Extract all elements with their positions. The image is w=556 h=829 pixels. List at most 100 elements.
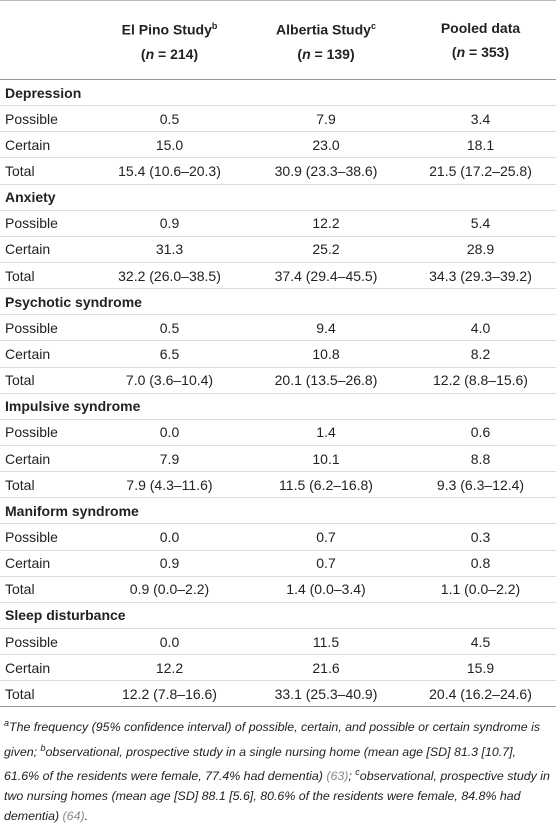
data-cell: 12.2 <box>312 215 340 232</box>
data-cell: 23.0 <box>312 136 340 153</box>
data-cell: 7.9 <box>316 110 336 127</box>
data-cell: 20.1 (13.5–26.8) <box>274 372 378 389</box>
data-cell: 11.5 <box>312 633 340 650</box>
section-title: Depression <box>5 84 82 101</box>
sample-size: = 353) <box>465 44 510 60</box>
data-cell: 25.2 <box>312 241 340 258</box>
table-header: El Pino Studyb (n = 214) Albertia Studyc (n… <box>0 0 556 80</box>
data-cell: 12.2 (7.8–16.6) <box>122 685 217 702</box>
data-cell: 30.9 (23.3–38.6) <box>274 162 378 179</box>
data-cell: 0.7 <box>316 555 336 572</box>
section-row: Anxiety <box>0 184 556 211</box>
data-cell: 34.3 (29.3–39.2) <box>429 267 532 284</box>
data-row: Possible 0.0 1.4 0.6 <box>0 419 556 446</box>
row-label: Total <box>5 162 35 179</box>
data-cell: 5.4 <box>470 215 491 232</box>
data-row: Total 15.4 (10.6–20.3) 30.9 (23.3–38.6) 21.… <box>0 158 556 185</box>
reference: (64) <box>62 808 85 823</box>
row-label: Possible <box>5 110 58 127</box>
data-row: Possible 0.5 7.9 3.4 <box>0 106 556 132</box>
data-cell: 9.4 <box>316 319 336 336</box>
data-cell: 7.0 (3.6–10.4) <box>125 372 214 389</box>
footnote-text: observational, prospective study in a si… <box>4 744 516 783</box>
data-cell: 0.7 <box>316 528 336 545</box>
data-cell: 20.4 (16.2–24.6) <box>429 685 532 702</box>
data-table: El Pino Studyb (n = 214) Albertia Studyc (n… <box>0 0 556 707</box>
column-header: Albertia Studyc (n = 139) <box>247 1 405 80</box>
data-cell: 9.3 (6.3–12.4) <box>436 476 525 493</box>
sample-size: = 214) <box>154 45 199 62</box>
data-row: Possible 0.9 12.2 5.4 <box>0 210 556 237</box>
data-cell: 0.9 (0.0–2.2) <box>129 581 210 598</box>
data-cell: 1.4 (0.0–3.4) <box>286 581 366 598</box>
footnote-text: ; <box>348 768 356 783</box>
data-cell: 0.0 <box>159 424 180 441</box>
data-cell: 18.1 <box>466 136 495 153</box>
data-cell: 0.8 <box>470 555 491 572</box>
row-label: Certain <box>5 659 51 676</box>
data-cell: 28.9 <box>466 241 495 258</box>
data-row: Certain 7.9 10.1 8.8 <box>0 445 556 472</box>
data-row: Certain 31.3 25.2 28.9 <box>0 236 556 263</box>
column-name: Albertia Study <box>276 21 371 38</box>
section-title: Impulsive syndrome <box>5 398 141 415</box>
data-row: Total 7.9 (4.3–11.6) 11.5 (6.2–16.8) 9.3 (6… <box>0 472 556 498</box>
row-label: Total <box>5 581 35 598</box>
data-row: Total 7.0 (3.6–10.4) 20.1 (13.5–26.8) 12.2 … <box>0 367 556 394</box>
row-label: Certain <box>5 345 51 362</box>
sample-size: = 139) <box>310 45 355 62</box>
row-label: Possible <box>5 633 58 650</box>
section-title: Psychotic syndrome <box>5 293 142 310</box>
data-cell: 4.5 <box>470 633 491 650</box>
row-label: Certain <box>5 450 51 467</box>
section-row: Sleep disturbance <box>0 602 556 629</box>
footnote: aThe frequency (95% confidence interval)… <box>0 707 556 825</box>
data-cell: 0.5 <box>159 319 180 336</box>
data-cell: 7.9 (4.3–11.6) <box>126 476 213 493</box>
sample-size: ( <box>140 45 146 62</box>
data-cell: 3.4 <box>470 110 491 127</box>
data-cell: 31.3 <box>155 241 184 258</box>
column-name: Pooled data <box>440 20 521 36</box>
column-header: El Pino Studyb (n = 214) <box>92 1 247 80</box>
section-row: Maniform syndrome <box>0 498 556 524</box>
row-label: Possible <box>5 215 58 232</box>
data-cell: 32.2 (26.0–38.5) <box>118 267 221 284</box>
data-cell: 0.9 <box>159 215 180 232</box>
data-cell: 0.0 <box>159 633 180 650</box>
data-cell: 8.2 <box>470 345 491 362</box>
data-cell: 7.9 <box>159 450 180 467</box>
column-header: Pooled data (n = 353) <box>405 1 556 80</box>
data-row: Total 0.9 (0.0–2.2) 1.4 (0.0–3.4) 1.1 (0.0–… <box>0 576 556 603</box>
data-cell: 12.2 (8.8–15.6) <box>433 372 528 389</box>
data-row: Certain 0.9 0.7 0.8 <box>0 550 556 577</box>
column-name: El Pino Study <box>121 21 212 38</box>
row-label: Certain <box>5 136 51 153</box>
data-row: Total 12.2 (7.8–16.6) 33.1 (25.3–40.9) 20.4… <box>0 681 556 707</box>
data-cell: 1.4 <box>316 424 336 441</box>
row-label: Possible <box>5 528 58 545</box>
data-cell: 37.4 (29.4–45.5) <box>274 267 378 284</box>
footnote-marker: a <box>4 718 10 729</box>
footnote-marker: b <box>211 21 218 32</box>
data-cell: 15.0 <box>155 136 184 153</box>
sample-size: n <box>302 45 311 62</box>
section-title: Sleep disturbance <box>5 607 126 624</box>
data-cell: 0.3 <box>470 528 491 545</box>
table-body: Depression Possible 0.5 7.9 3.4 Certain 15.0 23… <box>0 80 556 707</box>
sample-size: n <box>456 44 466 60</box>
footnote-text: observational, prospective study in two … <box>4 768 550 823</box>
sample-size: n <box>145 45 155 62</box>
data-cell: 0.6 <box>470 424 491 441</box>
data-row: Certain 15.0 23.0 18.1 <box>0 132 556 158</box>
section-title: Anxiety <box>5 189 56 206</box>
data-row: Possible 0.5 9.4 4.0 <box>0 315 556 341</box>
data-cell: 0.5 <box>159 110 180 127</box>
header-cell <box>0 1 92 80</box>
data-row: Certain 12.2 21.6 15.9 <box>0 655 556 681</box>
row-label: Possible <box>5 424 58 441</box>
data-cell: 15.4 (10.6–20.3) <box>118 162 221 179</box>
section-row: Psychotic syndrome <box>0 289 556 315</box>
section-row: Depression <box>0 80 556 106</box>
